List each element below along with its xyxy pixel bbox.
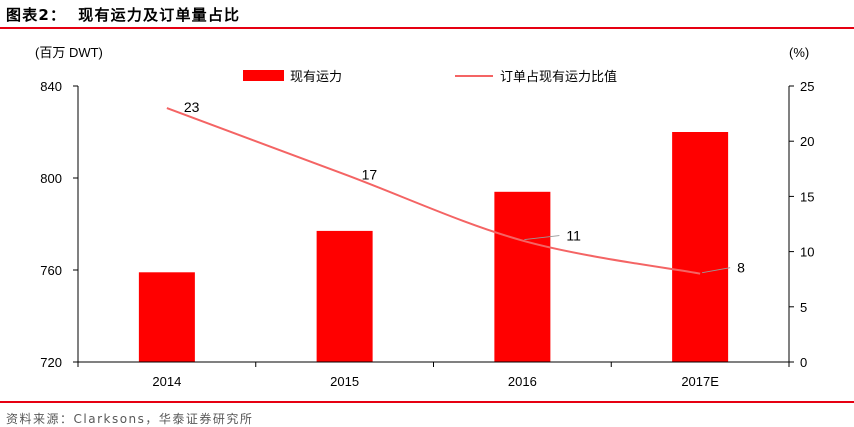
figure-title: 现有运力及订单量占比 (78, 6, 241, 24)
series-line-order-ratio (166, 107, 701, 275)
header-rule (0, 27, 854, 29)
x-tick-label: 2015 (330, 374, 359, 389)
source-note: 资料来源：Clarksons，华泰证券研究所 (6, 412, 254, 426)
x-tick-label: 2014 (152, 374, 181, 389)
y-right-tick-label: 10 (800, 245, 814, 260)
y-right-tick-label: 5 (800, 300, 807, 315)
y-right-tick-label: 20 (800, 134, 814, 149)
data-label-2014: 23 (184, 99, 200, 115)
bar-2017E (672, 132, 729, 362)
legend-label-line: 订单占现有运力比值 (500, 69, 617, 84)
data-label-leader (702, 267, 731, 274)
legend-swatch-bar (243, 70, 284, 81)
data-label-2016: 11 (566, 228, 581, 244)
y-left-tick-label: 840 (40, 79, 62, 94)
data-label-2015: 17 (362, 166, 378, 182)
x-tick-label: 2016 (508, 374, 537, 389)
y-right-tick-label: 0 (800, 355, 807, 370)
y-left-tick-label: 760 (40, 263, 62, 278)
legend-label-bar: 现有运力 (290, 69, 342, 84)
data-label-leader (524, 235, 560, 241)
figure-header: 图表2： 现有运力及订单量占比 (6, 4, 240, 24)
y-left-axis-title: (百万 DWT) (35, 45, 103, 60)
footer-rule (0, 401, 854, 403)
bar-2016 (494, 191, 551, 362)
bar-2014 (138, 272, 195, 362)
figure-label: 图表2： (6, 6, 67, 24)
y-left-tick-label: 800 (40, 171, 62, 186)
bar-2015 (316, 230, 373, 362)
data-label-2017E: 8 (737, 260, 745, 276)
x-tick-label: 2017E (681, 374, 719, 389)
y-right-tick-label: 25 (800, 79, 814, 94)
y-right-tick-label: 15 (800, 189, 814, 204)
y-left-tick-label: 720 (40, 355, 62, 370)
y-right-axis-title: (%) (789, 45, 809, 60)
